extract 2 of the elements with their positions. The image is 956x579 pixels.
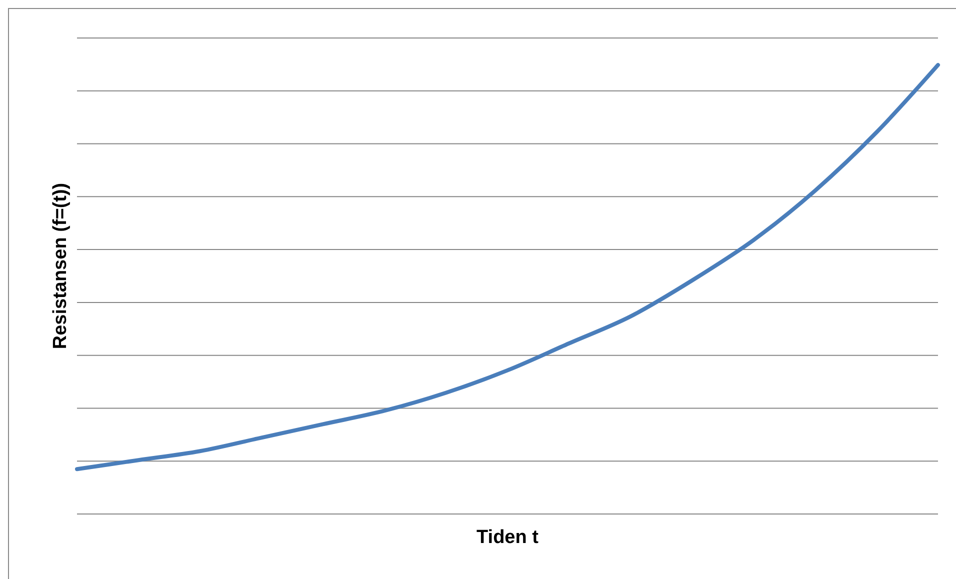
- x-axis-title: Tiden t: [476, 527, 540, 548]
- y-axis-title: Resistansen (f=(t)): [50, 182, 71, 350]
